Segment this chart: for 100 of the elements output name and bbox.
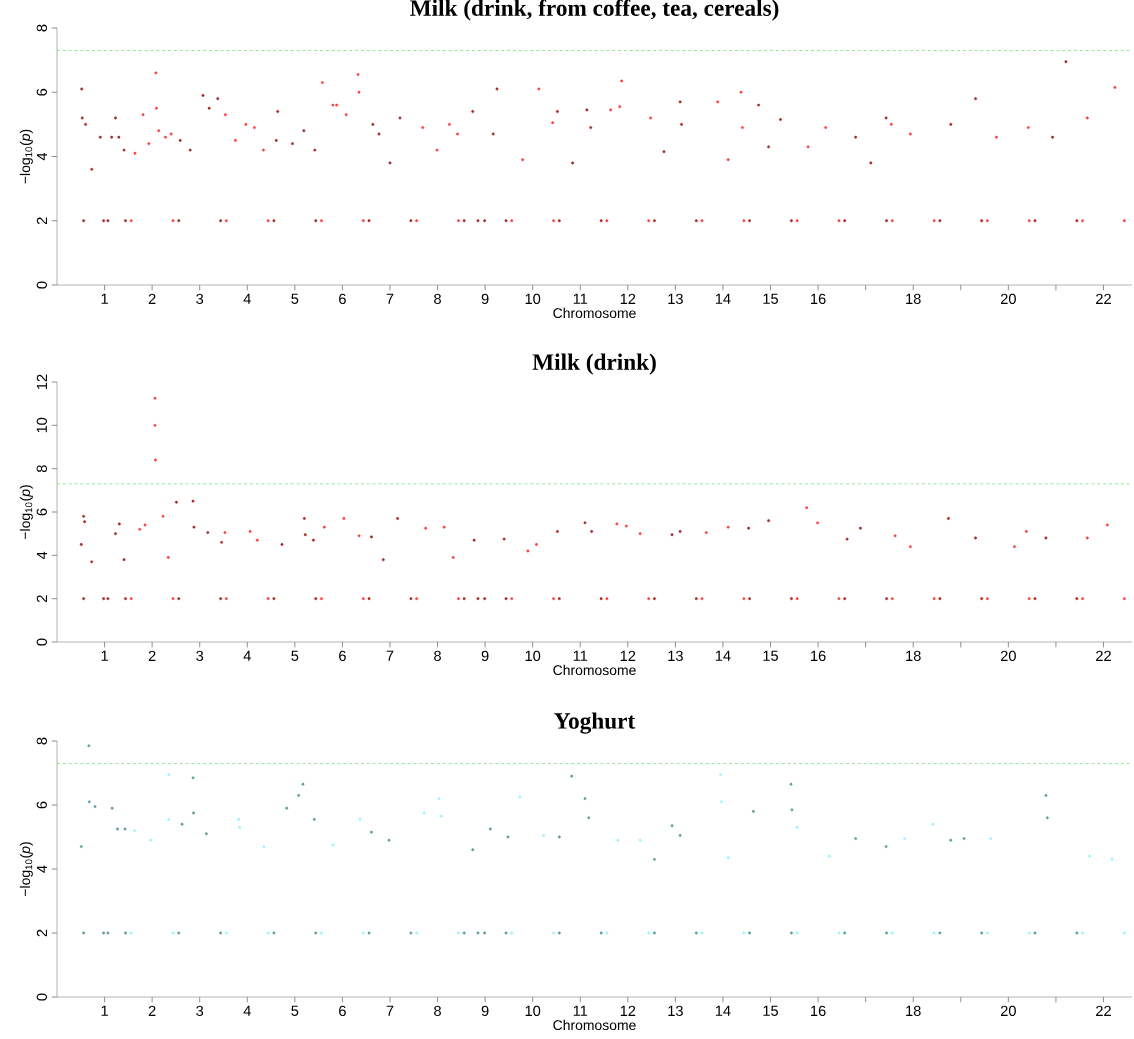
- point: [342, 517, 346, 520]
- x-tick-label: 22: [1096, 650, 1111, 661]
- x-tick-label: 22: [1096, 293, 1111, 304]
- point: [166, 556, 170, 559]
- point: [1013, 545, 1016, 549]
- point: [616, 838, 620, 842]
- point: [805, 506, 809, 510]
- point: [890, 597, 894, 601]
- x-tick-label: 3: [196, 293, 204, 305]
- y-tick-label: 4: [36, 551, 47, 560]
- point: [472, 538, 476, 542]
- x-tick-label: 8: [434, 650, 441, 662]
- point: [114, 532, 117, 536]
- point: [599, 597, 603, 601]
- x-tick-label: 12: [620, 1005, 636, 1016]
- point: [161, 514, 165, 518]
- x-tick-label: 8: [434, 1005, 441, 1017]
- point: [542, 833, 546, 837]
- x-tick-label: 12: [620, 650, 636, 661]
- point: [280, 543, 284, 546]
- point: [409, 597, 413, 601]
- point: [694, 597, 698, 601]
- point: [931, 822, 935, 826]
- point: [302, 517, 306, 520]
- point: [153, 423, 157, 427]
- point: [129, 931, 133, 935]
- point: [133, 829, 136, 833]
- x-tick-label: 2: [148, 650, 156, 661]
- point: [171, 597, 175, 601]
- point: [652, 597, 656, 601]
- point: [816, 521, 820, 525]
- y-tick-label: 6: [36, 508, 47, 516]
- x-tick-label: 16: [811, 1005, 826, 1017]
- x-tick-label: 16: [811, 293, 826, 305]
- point: [828, 854, 831, 858]
- x-tick-label: 20: [1000, 1005, 1016, 1017]
- x-tick-label: 18: [906, 1005, 921, 1017]
- point: [224, 931, 228, 935]
- point: [678, 530, 682, 533]
- point: [670, 533, 674, 537]
- x-tick-label: 4: [243, 650, 251, 661]
- x-tick-label: 8: [434, 293, 441, 305]
- x-tick-label: 1: [101, 1005, 108, 1016]
- point: [381, 558, 385, 562]
- point: [605, 597, 609, 601]
- point: [82, 514, 86, 518]
- point: [369, 535, 373, 539]
- x-tick-label: 13: [668, 1005, 683, 1017]
- x-tick-label: 6: [339, 650, 346, 662]
- point: [526, 549, 530, 553]
- point: [361, 931, 365, 935]
- point: [367, 597, 371, 601]
- x-tick-label: 10: [525, 1005, 541, 1017]
- point: [331, 843, 335, 847]
- point: [647, 931, 651, 935]
- point: [747, 526, 751, 530]
- x-tick-label: 9: [481, 650, 489, 662]
- x-tick-label: 12: [620, 293, 636, 304]
- point: [1088, 854, 1092, 858]
- x-tick-label: 11: [573, 1005, 588, 1016]
- point: [266, 597, 270, 601]
- x-tick-label: 1: [101, 650, 108, 661]
- point: [938, 597, 942, 601]
- x-tick-label: 13: [668, 650, 683, 662]
- point: [82, 597, 86, 601]
- point: [890, 931, 894, 935]
- point: [272, 597, 276, 601]
- point: [153, 396, 157, 400]
- point: [720, 800, 723, 804]
- x-tick-label: 16: [811, 650, 826, 662]
- x-tick-label: 15: [763, 650, 778, 661]
- x-tick-label: 2: [148, 293, 156, 304]
- x-axis-title: Chromosome: [553, 664, 636, 676]
- y-tick-label: 4: [36, 865, 47, 873]
- point: [154, 458, 157, 462]
- point: [932, 931, 936, 935]
- point: [322, 525, 326, 529]
- y-tick-label: 0: [36, 638, 47, 646]
- point: [638, 838, 642, 842]
- point: [605, 931, 609, 935]
- point: [224, 597, 228, 601]
- point: [638, 532, 642, 536]
- x-tick-label: 10: [525, 650, 541, 662]
- point: [191, 499, 195, 503]
- point: [424, 526, 428, 530]
- x-tick-label: 5: [291, 650, 299, 661]
- point: [303, 533, 307, 537]
- point: [262, 845, 266, 849]
- point: [238, 825, 242, 829]
- point: [980, 597, 984, 601]
- point: [149, 838, 153, 842]
- point: [248, 530, 252, 533]
- point: [885, 597, 889, 601]
- point: [700, 597, 704, 601]
- point: [700, 931, 704, 935]
- point: [1027, 597, 1031, 601]
- point: [79, 543, 83, 546]
- point: [557, 597, 561, 601]
- point: [1105, 523, 1109, 527]
- point: [845, 537, 849, 541]
